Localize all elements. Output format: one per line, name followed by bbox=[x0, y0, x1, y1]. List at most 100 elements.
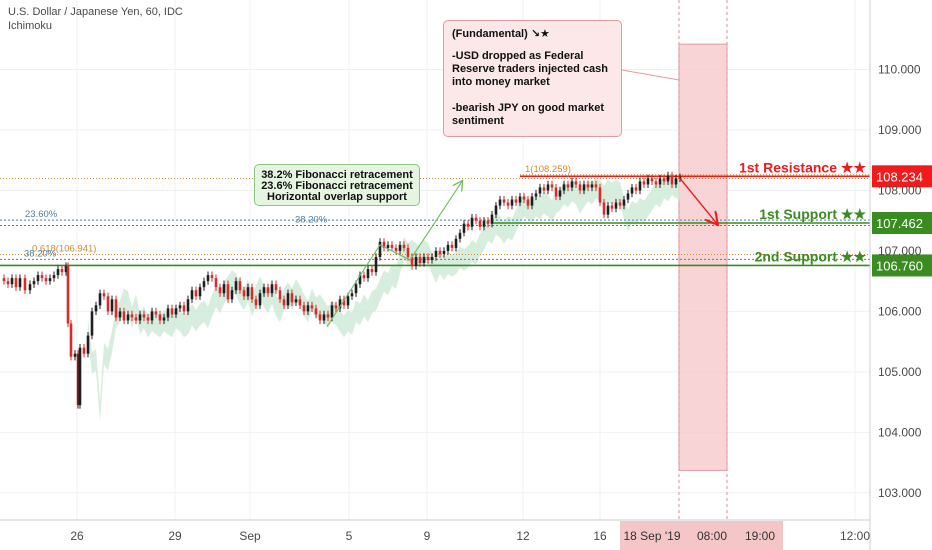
candle-body-159 bbox=[630, 187, 634, 194]
candle-body-150 bbox=[594, 184, 598, 188]
candle-body-30 bbox=[114, 299, 118, 318]
x-tick-5: 12 bbox=[516, 529, 530, 543]
candle-body-104 bbox=[410, 256, 414, 267]
y-tick-7: 103.000 bbox=[878, 486, 922, 500]
candle-body-42 bbox=[162, 317, 166, 321]
candle-body-45 bbox=[174, 308, 178, 315]
fib-label-1: 1(108.259) bbox=[525, 164, 571, 175]
level-badge-label-1: 107.462 bbox=[876, 216, 923, 231]
time-axis[interactable]: 26 29 Sep 5 9 12 16 12:00 18 Sep '19 08:00 19:00 bbox=[0, 519, 870, 550]
candle-body-156 bbox=[618, 202, 622, 206]
fibonacci-levels: 1(108.198)1(108.259)23.60%38.20%0.618(10… bbox=[0, 164, 870, 260]
candle-body-76 bbox=[298, 299, 302, 306]
candle-body-154 bbox=[610, 205, 614, 209]
candle-body-135 bbox=[534, 193, 538, 197]
candle-body-70 bbox=[274, 284, 278, 291]
level-badge-2 bbox=[872, 254, 932, 277]
candle-body-66 bbox=[258, 293, 262, 306]
candle-body-52 bbox=[202, 281, 206, 288]
candle-body-51 bbox=[198, 287, 202, 297]
x-highlight-label-0: 18 Sep '19 bbox=[623, 529, 680, 543]
candle-body-48 bbox=[186, 299, 190, 312]
candle-body-109 bbox=[430, 256, 434, 260]
target-zone bbox=[678, 43, 728, 471]
symbol-title: U.S. Dollar / Japanese Yen, 60, IDC bbox=[8, 6, 183, 18]
retrace-zigzag-arrow bbox=[326, 181, 462, 327]
candle-body-122 bbox=[482, 220, 486, 227]
candle-body-82 bbox=[322, 314, 326, 321]
candle-body-34 bbox=[130, 314, 134, 318]
candle-body-19 bbox=[73, 353, 77, 357]
candle-body-39 bbox=[150, 311, 154, 321]
candle-body-102 bbox=[402, 244, 406, 248]
candle-body-74 bbox=[290, 293, 294, 303]
fundamental-note[interactable]: (Fundamental) ↘★ -USD dropped as Federal… bbox=[443, 20, 622, 137]
candle-body-132 bbox=[522, 196, 526, 200]
candle-body-62 bbox=[242, 290, 246, 297]
y-tick-3: 107.000 bbox=[878, 244, 922, 258]
x-tick-1: 29 bbox=[168, 529, 182, 543]
candle-body-157 bbox=[622, 199, 626, 206]
highlight-zone bbox=[678, 0, 728, 520]
candle-body-72 bbox=[282, 299, 286, 306]
candle-body-23 bbox=[86, 335, 90, 354]
candle-body-69 bbox=[270, 284, 274, 294]
candle-body-79 bbox=[310, 305, 314, 309]
candle-body-95 bbox=[374, 256, 378, 273]
x-highlight-label-1: 08:00 bbox=[697, 529, 727, 543]
candle-body-96 bbox=[378, 241, 382, 257]
candle-body-73 bbox=[286, 293, 290, 306]
candle-body-53 bbox=[206, 275, 210, 282]
candle-body-144 bbox=[570, 181, 574, 188]
candle-body-134 bbox=[530, 196, 534, 206]
candle-body-112 bbox=[442, 250, 446, 254]
candle-body-25 bbox=[94, 305, 98, 312]
candle-body-166 bbox=[658, 178, 662, 185]
candle-body-28 bbox=[106, 296, 110, 312]
candle-body-67 bbox=[262, 287, 266, 294]
level-badge-0 bbox=[872, 165, 932, 188]
x-tick-3: 5 bbox=[346, 529, 353, 543]
candle-body-164 bbox=[650, 178, 654, 182]
candle-body-160 bbox=[634, 187, 638, 191]
candle-body-9 bbox=[36, 275, 40, 282]
candle-body-130 bbox=[514, 199, 518, 203]
candle-body-167 bbox=[662, 178, 666, 182]
candle-body-86 bbox=[338, 299, 342, 309]
candle-body-44 bbox=[170, 308, 174, 315]
technical-note[interactable]: 38.2% Fibonacci retracement 23.6% Fibona… bbox=[254, 164, 420, 206]
candle-body-36 bbox=[138, 314, 142, 321]
candle-body-137 bbox=[542, 187, 546, 191]
candle-body-127 bbox=[502, 199, 506, 203]
candle-body-140 bbox=[554, 187, 558, 197]
candle-body-17 bbox=[66, 266, 70, 324]
x-highlight-label-2: 19:00 bbox=[745, 529, 775, 543]
price-series bbox=[2, 171, 682, 409]
level-badge-label-0: 108.234 bbox=[876, 169, 923, 184]
candle-body-55 bbox=[214, 278, 218, 288]
candle-body-151 bbox=[598, 187, 602, 203]
annotation-arrows bbox=[326, 69, 717, 327]
candle-body-54 bbox=[210, 275, 214, 279]
x-tick-6: 16 bbox=[593, 529, 607, 543]
fib-label-5: 38.20% bbox=[24, 248, 57, 259]
fib-label-3: 38.20% bbox=[295, 215, 328, 226]
candle-body-81 bbox=[318, 314, 322, 321]
candle-body-155 bbox=[614, 202, 618, 209]
price-axis[interactable]: 108.234 107.462 106.760 110.000 109.000 108.0… bbox=[869, 0, 932, 550]
candle-body-138 bbox=[546, 184, 550, 191]
candle-body-59 bbox=[230, 290, 234, 300]
candle-body-168 bbox=[666, 175, 670, 182]
candle-body-146 bbox=[578, 184, 582, 191]
candle-body-29 bbox=[110, 299, 114, 312]
candle-body-27 bbox=[102, 293, 106, 297]
candle-body-152 bbox=[602, 202, 606, 215]
candle-body-12 bbox=[48, 278, 52, 282]
technical-point-2: 23.6% Fibonacci retracement bbox=[261, 180, 413, 192]
candle-body-75 bbox=[294, 299, 298, 303]
y-tick-2: 108.000 bbox=[878, 183, 922, 197]
candle-body-114 bbox=[450, 244, 454, 248]
candle-body-106 bbox=[418, 256, 422, 264]
